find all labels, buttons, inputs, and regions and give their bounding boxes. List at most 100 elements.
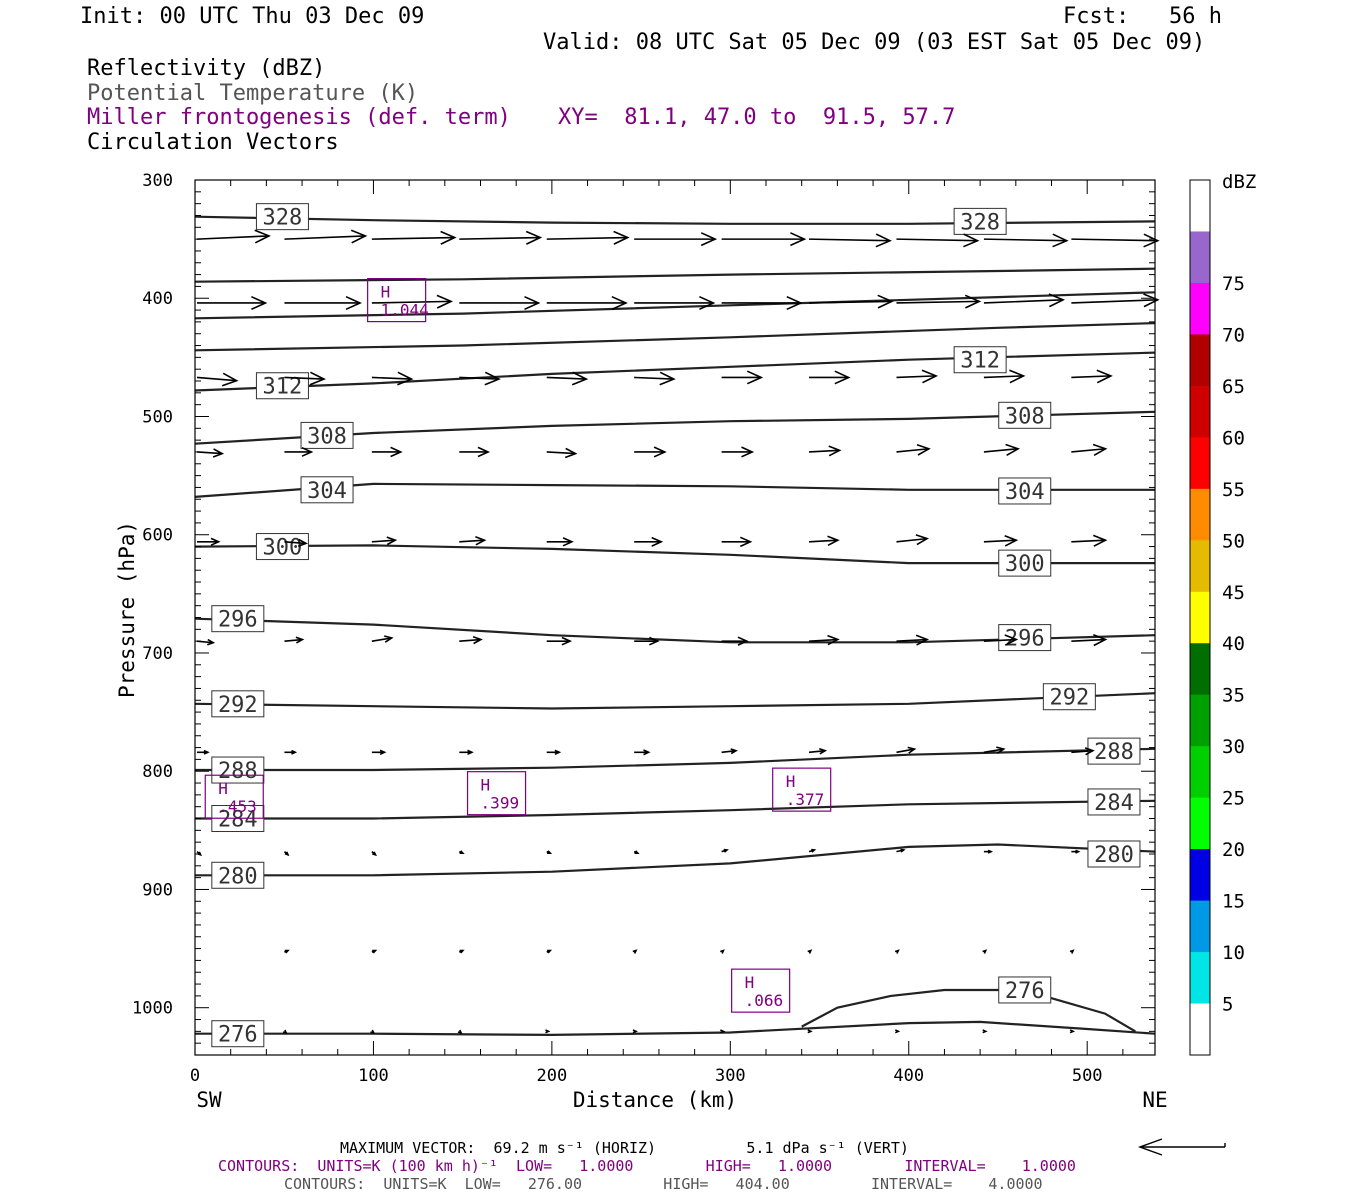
circulation-vector-head bbox=[739, 536, 753, 548]
circulation-vector-head bbox=[651, 536, 664, 547]
circulation-vector-head bbox=[1004, 534, 1019, 547]
theta-contour bbox=[195, 843, 1156, 877]
circulation-vector bbox=[1071, 375, 1111, 379]
circulation-vector bbox=[896, 537, 928, 543]
circulation-vector-head bbox=[397, 371, 414, 386]
circulation-vector bbox=[371, 300, 452, 304]
frontogenesis-high-value: .377 bbox=[786, 790, 825, 809]
theta-contour-label: 312 bbox=[263, 375, 303, 400]
circulation-vector-head bbox=[561, 636, 573, 646]
circulation-vector-head bbox=[284, 851, 290, 857]
circulation-vector-head bbox=[921, 369, 939, 384]
x-tick-label: 200 bbox=[537, 1066, 568, 1086]
reference-vector-arrow bbox=[1137, 1138, 1226, 1156]
theta-contour-label-box bbox=[998, 401, 1052, 429]
circulation-vector-head bbox=[907, 746, 917, 754]
y-tick-label: 500 bbox=[142, 407, 173, 427]
colorbar-unit: dBZ bbox=[1222, 171, 1256, 193]
colorbar-tick-label: 15 bbox=[1222, 891, 1245, 913]
colorbar-segment bbox=[1190, 180, 1210, 232]
theta-contour-label: 280 bbox=[218, 864, 258, 889]
circulation-vector-head bbox=[611, 295, 628, 311]
circulation-vector-head bbox=[982, 949, 988, 954]
frontogenesis-high-box bbox=[204, 774, 264, 819]
colorbar-tick-label: 75 bbox=[1222, 273, 1245, 295]
colorbar-segment bbox=[1190, 849, 1210, 902]
circulation-vector-head bbox=[1052, 233, 1069, 248]
circulation-vector-head bbox=[440, 230, 457, 245]
circulation-vector-head bbox=[212, 448, 225, 458]
circulation-vector-head bbox=[484, 371, 501, 386]
theta-contour bbox=[801, 988, 1136, 1033]
circulation-vector bbox=[546, 451, 576, 455]
colorbar-segment bbox=[1190, 746, 1210, 799]
circulation-vector-head bbox=[737, 636, 749, 646]
circulation-vector bbox=[284, 541, 307, 545]
circulation-vector-head bbox=[819, 747, 828, 755]
theta-contour bbox=[194, 351, 1156, 392]
theta-contour-label: 296 bbox=[218, 608, 258, 633]
circulation-vector bbox=[1071, 539, 1106, 543]
circulation-vector-head bbox=[203, 749, 210, 755]
theta-contour bbox=[194, 291, 1156, 320]
circulation-vector-head bbox=[525, 230, 543, 245]
circulation-vector-head bbox=[301, 446, 314, 457]
circulation-vector bbox=[1071, 447, 1106, 453]
circulation-vector-head bbox=[723, 848, 729, 853]
circulation-vector bbox=[983, 447, 1019, 453]
x-axis-left-label: SW bbox=[196, 1088, 222, 1112]
circulation-vector-head bbox=[996, 746, 1006, 754]
theta-contour-label-box bbox=[998, 976, 1052, 1004]
circulation-vector bbox=[809, 449, 840, 453]
circulation-vector-head bbox=[746, 370, 764, 385]
circulation-vector-head bbox=[571, 371, 589, 386]
theta-contour-label: 292 bbox=[218, 693, 258, 718]
theta-contour-label: 288 bbox=[218, 759, 258, 784]
circulation-vector-head bbox=[915, 534, 930, 546]
circulation-vector-head bbox=[207, 638, 216, 646]
circulation-vector-head bbox=[1005, 443, 1021, 456]
theta-contour-label-box bbox=[255, 203, 309, 231]
theta-contour-label: 300 bbox=[263, 536, 303, 561]
circulation-vector-head bbox=[828, 445, 842, 457]
circulation-vector-head bbox=[643, 749, 651, 756]
y-tick-label: 300 bbox=[142, 171, 173, 191]
circulation-vector-head bbox=[436, 294, 454, 309]
x-tick-label: 0 bbox=[190, 1066, 200, 1086]
circulation-vector bbox=[196, 451, 223, 455]
valid-time: Valid: 08 UTC Sat 05 Dec 09 (03 EST Sat … bbox=[543, 30, 1206, 55]
circulation-vector bbox=[896, 375, 937, 379]
theta-contour bbox=[194, 215, 1156, 225]
circulation-vector-head bbox=[827, 535, 840, 547]
circulation-vector bbox=[983, 375, 1024, 379]
frontogenesis-high-label: H bbox=[745, 973, 755, 992]
circulation-vector-head bbox=[1143, 293, 1160, 308]
x-tick-label: 300 bbox=[715, 1066, 746, 1086]
colorbar-tick-label: 30 bbox=[1222, 736, 1245, 758]
theta-contour-info: CONTOURS: UNITS=K LOW= 276.00 HIGH= 404.… bbox=[284, 1175, 1043, 1193]
circulation-vector bbox=[983, 238, 1067, 242]
circulation-vector bbox=[284, 638, 303, 642]
theta-contour-label-box bbox=[998, 624, 1052, 652]
circulation-vector-head bbox=[877, 294, 894, 309]
circulation-vector-head bbox=[1092, 443, 1108, 456]
circulation-vector-head bbox=[467, 749, 474, 756]
x-tick-label: 400 bbox=[893, 1066, 924, 1086]
colorbar-segment bbox=[1190, 282, 1210, 335]
circulation-vector-head bbox=[632, 1029, 638, 1034]
frontogenesis-high-label: H bbox=[381, 283, 391, 302]
circulation-vector-head bbox=[964, 294, 982, 309]
theta-contour bbox=[195, 747, 1156, 772]
circulation-vector-head bbox=[477, 446, 491, 458]
circulation-vector bbox=[809, 300, 892, 304]
frontogenesis-high-box bbox=[466, 771, 527, 816]
circulation-vector-head bbox=[741, 446, 755, 458]
circulation-vector-head bbox=[786, 295, 803, 311]
circulation-vector-head bbox=[284, 949, 290, 954]
frontogenesis-high-box bbox=[367, 278, 427, 323]
theta-contour-label: 304 bbox=[307, 479, 347, 504]
frontogenesis-high-box bbox=[772, 767, 832, 812]
circulation-vector bbox=[1071, 238, 1158, 242]
colorbar-tick-label: 5 bbox=[1222, 994, 1233, 1016]
